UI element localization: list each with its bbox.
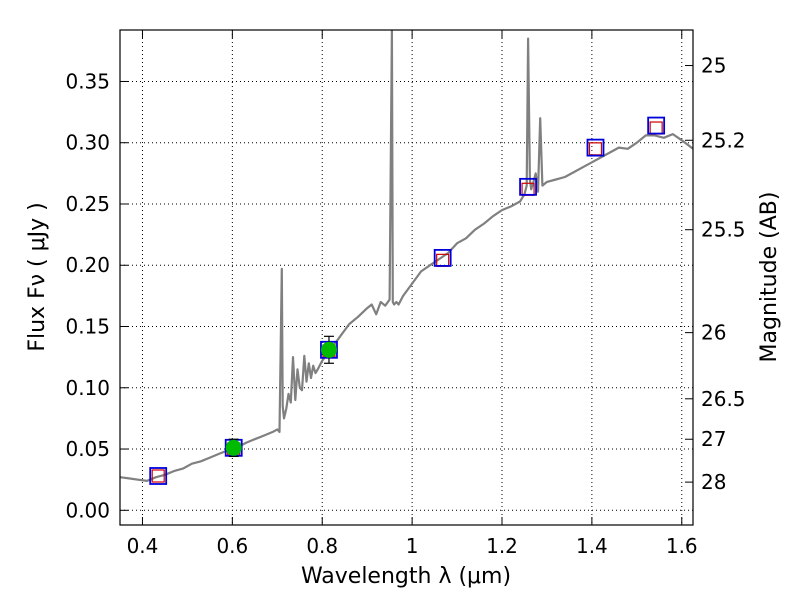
y-tick-label: 0.15: [65, 315, 110, 339]
model-flux-marker: [588, 142, 603, 156]
observed-flux-marker: [433, 248, 452, 267]
x-tick-label: 1.6: [666, 534, 698, 558]
observed-flux-marker: [519, 177, 537, 196]
y-tick-label: 0.25: [65, 192, 110, 216]
grid-lines: [120, 30, 693, 525]
y2-axis-label: Magnitude (AB): [757, 192, 782, 363]
magnitude-tick-label: 26.5: [701, 387, 746, 411]
axes-frame: [119, 29, 694, 526]
x-tick-label: 0.8: [306, 534, 338, 558]
magnitude-tick-label: 26: [701, 321, 726, 345]
observed-flux-marker: [586, 138, 605, 157]
x-tick-label: 1: [406, 534, 419, 558]
spectrum-line: [120, 30, 693, 482]
magnitude-tick-label: 25: [701, 54, 726, 78]
y-tick-label: 0.20: [65, 253, 110, 277]
model-flux-marker: [649, 121, 663, 135]
x-tick-label: 1.2: [486, 534, 518, 558]
magnitude-tick-label: 25.2: [701, 128, 746, 152]
y-tick-label: 0.30: [65, 131, 110, 155]
y-axis-label: Flux Fν ( μJy ): [25, 202, 50, 351]
plot-area: [120, 30, 693, 485]
y-tick-label: 0.05: [65, 437, 110, 461]
x-tick-label: 0.4: [127, 534, 159, 558]
x-axis-label: Wavelength λ (μm): [301, 564, 511, 589]
y-tick-label: 0.00: [65, 498, 110, 522]
y-tick-label: 0.35: [65, 69, 110, 93]
magnitude-tick-label: 27: [701, 427, 726, 451]
photometric-point: [225, 439, 242, 456]
x-tick-label: 0.6: [216, 534, 248, 558]
photometric-point: [320, 341, 337, 358]
magnitude-tick-label: 25.5: [701, 218, 746, 242]
axis-ticks: 0.4 0.6 0.8 1 1.2 1.4 1.6 0.00 0.05 0.10 0.15 0.20 0…: [65, 30, 746, 558]
observed-flux-marker: [647, 116, 666, 135]
observed-flux-marker: [149, 467, 168, 485]
magnitude-tick-label: 28: [701, 470, 726, 494]
y-tick-label: 0.10: [65, 376, 110, 400]
model-flux-marker: [151, 469, 165, 483]
x-tick-label: 1.4: [576, 534, 608, 558]
